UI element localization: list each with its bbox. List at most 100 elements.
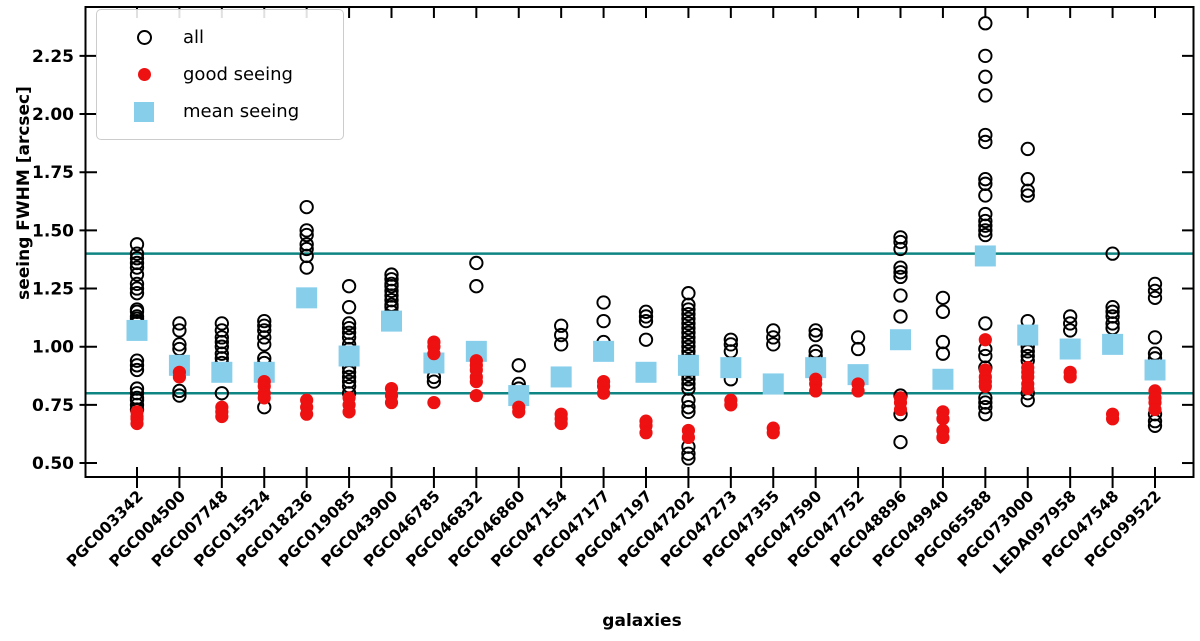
all-seeing-point (893, 288, 908, 303)
all-seeing-point (1020, 183, 1035, 198)
all-seeing-point (638, 332, 654, 347)
all-seeing-point (172, 383, 187, 399)
all-seeing-point (978, 213, 993, 229)
all-seeing-point (214, 316, 229, 331)
all-seeing-point (129, 362, 145, 378)
all-seeing-point (214, 346, 229, 361)
all-seeing-point (257, 323, 272, 338)
all-seeing-point (723, 337, 738, 352)
all-seeing-point (1147, 330, 1163, 345)
y-tick-label: 1.00 (32, 338, 74, 358)
good-seeing-point (300, 407, 314, 421)
all-seeing-point (681, 334, 696, 350)
all-seeing-point (1063, 316, 1078, 331)
all-seeing-point (554, 337, 569, 352)
all-seeing-point (681, 376, 696, 392)
good-seeing-point (936, 412, 950, 426)
all-seeing-point (978, 223, 993, 238)
all-seeing-point (681, 330, 696, 345)
good-seeing-point (978, 379, 992, 393)
all-seeing-point (1063, 323, 1078, 338)
all-seeing-point (1147, 276, 1163, 292)
all-seeing-point (808, 327, 823, 343)
good-seeing-point (469, 375, 483, 389)
good-seeing-point (130, 416, 144, 431)
legend-item-mean-seeing: mean seeing (133, 93, 299, 130)
all-seeing-point (681, 339, 696, 354)
good-seeing-point (554, 416, 568, 431)
all-seeing-point (893, 234, 908, 250)
good-seeing-point (172, 370, 187, 384)
legend-item-good-seeing: good seeing (133, 56, 299, 93)
y-axis-label: seeing FWHM [arcsec] (14, 86, 34, 300)
good-seeing-point (596, 386, 611, 400)
legend-marker-cell (133, 68, 155, 81)
all-seeing-point (681, 400, 696, 415)
mean-seeing-point (296, 287, 318, 309)
all-seeing-point (129, 237, 145, 252)
all-seeing-point (978, 400, 993, 415)
all-seeing-point (893, 434, 908, 450)
all-seeing-point (1020, 188, 1035, 203)
all-seeing-point (172, 388, 187, 403)
all-seeing-point (129, 286, 145, 301)
mean-seeing-point (1144, 359, 1166, 381)
all-seeing-point (893, 309, 908, 324)
all-seeing-point (1105, 299, 1120, 315)
good-seeing-point (639, 426, 653, 440)
red-dot-marker-icon (137, 68, 151, 81)
mean-seeing-point (550, 366, 572, 388)
all-seeing-point (681, 446, 696, 461)
all-seeing-point (172, 337, 187, 352)
y-tick-label: 2.25 (32, 47, 74, 67)
mean-seeing-point (1102, 333, 1124, 355)
mean-seeing-point (381, 310, 403, 332)
all-seeing-point (766, 323, 781, 338)
y-tick-label: 0.75 (32, 396, 74, 416)
legend-label-good-seeing: good seeing (183, 64, 293, 85)
all-seeing-point (766, 337, 781, 352)
plot-border (84, 6, 1195, 478)
mean-seeing-point (932, 368, 954, 390)
all-seeing-point (129, 353, 145, 368)
all-seeing-point (214, 386, 229, 401)
all-seeing-point (1147, 418, 1163, 433)
good-seeing-point (257, 391, 271, 405)
good-seeing-point (851, 384, 865, 398)
open-circle-marker-icon (136, 30, 152, 45)
mean-seeing-point (720, 357, 742, 379)
mean-seeing-point (465, 340, 487, 362)
all-seeing-point (978, 172, 993, 187)
y-tick-label: 0.50 (32, 454, 74, 474)
all-seeing-point (766, 330, 781, 345)
all-seeing-point (978, 69, 993, 84)
mean-seeing-point (1017, 324, 1039, 346)
legend-marker-cell (133, 30, 155, 45)
all-seeing-point (893, 241, 908, 257)
all-seeing-point (299, 241, 314, 257)
good-seeing-point (512, 405, 526, 419)
mean-seeing-point (762, 373, 784, 395)
all-seeing-point (299, 260, 314, 275)
good-seeing-point (427, 395, 441, 410)
all-seeing-point (638, 313, 654, 329)
all-seeing-point (1147, 290, 1163, 305)
all-seeing-point (681, 320, 696, 336)
mean-seeing-point (253, 361, 275, 383)
all-seeing-point (172, 323, 187, 338)
all-seeing-point (554, 318, 569, 333)
all-seeing-point (978, 16, 993, 31)
good-seeing-point (427, 347, 441, 361)
all-seeing-point (681, 306, 696, 322)
all-seeing-point (129, 358, 145, 373)
all-seeing-point (511, 358, 526, 373)
all-seeing-point (129, 281, 145, 296)
good-seeing-point (469, 388, 483, 403)
all-seeing-point (935, 290, 951, 305)
mean-seeing-point (890, 329, 912, 351)
good-seeing-point (384, 395, 399, 410)
x-axis-label: galaxies (602, 611, 682, 631)
all-seeing-point (681, 451, 696, 466)
